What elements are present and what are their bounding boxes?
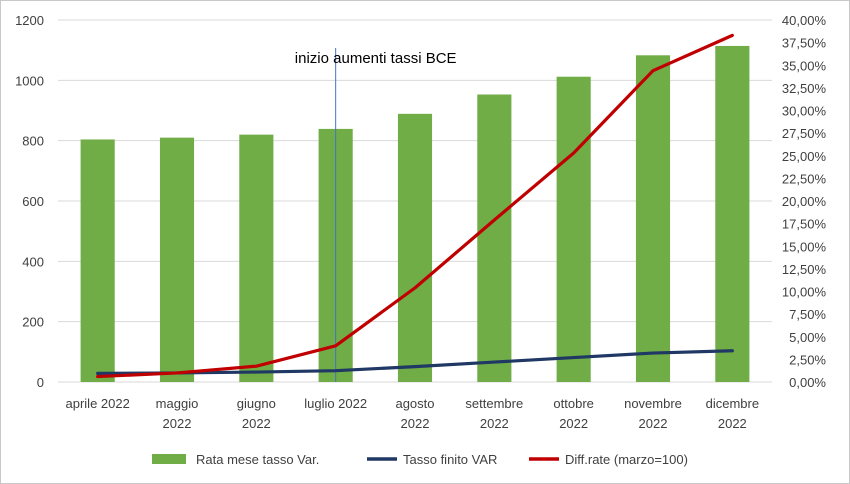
x-tick-label: 2022: [639, 416, 668, 431]
y-left-tick-label: 600: [22, 194, 44, 209]
x-tick-label: 2022: [401, 416, 430, 431]
y-left-tick-label: 1000: [15, 73, 44, 88]
y-right-tick-label: 10,00%: [782, 285, 827, 300]
x-tick-label: agosto: [395, 396, 434, 411]
x-axis: aprile 2022 maggio 2022 giugno 2022 luglio 20…: [66, 396, 760, 431]
y-right-tick-label: 40,00%: [782, 13, 827, 28]
x-tick-label: aprile 2022: [66, 396, 130, 411]
y-right-tick-label: 30,00%: [782, 104, 827, 119]
line-series: [96, 33, 734, 379]
y-right-tick-label: 7,50%: [789, 307, 826, 322]
y-right-tick-label: 20,00%: [782, 194, 827, 209]
bar: [239, 134, 274, 382]
y-axis-right: 0,00% 2,50% 5,00% 7,50% 10,00% 12,50% 15,00% 17…: [782, 13, 827, 390]
x-tick-label: novembre: [624, 396, 682, 411]
x-tick-label: giugno: [237, 396, 276, 411]
y-right-tick-label: 37,50%: [782, 36, 827, 51]
annotation-label: inizio aumenti tassi BCE: [295, 50, 457, 67]
x-tick-label: 2022: [163, 416, 192, 431]
y-right-tick-label: 32,50%: [782, 81, 827, 96]
y-left-tick-label: 1200: [15, 13, 44, 28]
y-left-tick-label: 0: [37, 375, 44, 390]
y-right-tick-label: 25,00%: [782, 149, 827, 164]
y-right-tick-label: 2,50%: [789, 352, 826, 367]
y-right-tick-label: 22,50%: [782, 171, 827, 186]
x-tick-label: maggio: [156, 396, 199, 411]
y-right-tick-label: 15,00%: [782, 239, 827, 254]
legend-swatch: [152, 454, 186, 464]
y-axis-left: 0 200 400 600 800 1000 1200: [15, 13, 44, 390]
x-tick-label: settembre: [465, 396, 523, 411]
bar-series: [80, 45, 750, 383]
legend-label: Diff.rate (marzo=100): [565, 452, 688, 467]
series-line: [96, 33, 734, 379]
x-tick-label: dicembre: [706, 396, 759, 411]
y-right-tick-label: 27,50%: [782, 126, 827, 141]
x-tick-label: luglio 2022: [304, 396, 367, 411]
bar: [715, 45, 750, 383]
y-left-tick-label: 200: [22, 315, 44, 330]
bar: [556, 76, 591, 383]
bar: [159, 137, 195, 382]
legend-label: Tasso finito VAR: [403, 452, 497, 467]
annotation: inizio aumenti tassi BCE: [295, 48, 457, 382]
bar: [477, 94, 512, 383]
x-tick-label: ottobre: [553, 396, 593, 411]
legend: Rata mese tasso Var. Tasso finito VAR Diff…: [152, 452, 688, 467]
x-tick-label: 2022: [480, 416, 509, 431]
y-left-tick-label: 800: [22, 134, 44, 149]
y-right-tick-label: 12,50%: [782, 262, 827, 277]
bar: [80, 139, 115, 382]
y-right-tick-label: 35,00%: [782, 58, 827, 73]
series-line: [96, 349, 734, 376]
y-right-tick-label: 5,00%: [789, 330, 826, 345]
legend-label: Rata mese tasso Var.: [196, 452, 319, 467]
x-tick-label: 2022: [242, 416, 271, 431]
y-left-tick-label: 400: [22, 254, 44, 269]
y-right-tick-label: 0,00%: [789, 375, 826, 390]
y-right-tick-label: 17,50%: [782, 217, 827, 232]
bar: [397, 113, 433, 383]
x-tick-label: 2022: [559, 416, 588, 431]
x-tick-label: 2022: [718, 416, 747, 431]
bar: [635, 55, 671, 383]
